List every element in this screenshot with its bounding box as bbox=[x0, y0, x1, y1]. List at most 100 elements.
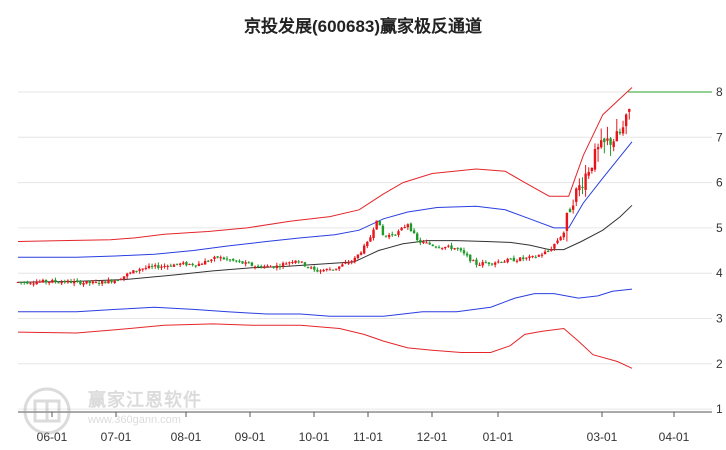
candle-body bbox=[378, 220, 381, 226]
candle-body bbox=[553, 243, 556, 249]
candle-body bbox=[266, 265, 269, 267]
candle-body bbox=[556, 240, 559, 244]
candle-body bbox=[397, 231, 400, 236]
candle-body bbox=[88, 280, 91, 284]
candle-body bbox=[231, 259, 235, 261]
candle-body bbox=[200, 263, 204, 265]
candle-body bbox=[431, 244, 434, 246]
candle-body bbox=[269, 266, 272, 268]
candle-body bbox=[331, 269, 335, 271]
candle-body bbox=[618, 131, 622, 134]
y-tick-label: 5 bbox=[716, 221, 723, 235]
candle-body bbox=[207, 260, 210, 262]
candle-body bbox=[69, 281, 73, 283]
candle-body bbox=[584, 173, 587, 190]
candle-body bbox=[247, 262, 250, 264]
x-tick-label: 10-01 bbox=[299, 430, 330, 444]
candle-body bbox=[615, 131, 618, 142]
y-tick-label: 7 bbox=[716, 130, 723, 144]
candle-body bbox=[113, 280, 116, 284]
candle-body bbox=[381, 225, 385, 236]
y-tick-label: 4 bbox=[716, 266, 723, 280]
candle-body bbox=[41, 279, 45, 283]
inner-upper-band bbox=[18, 141, 633, 258]
candle-body bbox=[54, 279, 57, 282]
candle-body bbox=[228, 259, 232, 261]
candle-body bbox=[359, 252, 363, 255]
candle-body bbox=[434, 246, 438, 248]
candle-body bbox=[531, 256, 534, 258]
candle-body bbox=[384, 235, 388, 237]
candle-body bbox=[213, 256, 216, 259]
candle-body bbox=[543, 251, 547, 255]
candle-body bbox=[278, 266, 282, 268]
candle-body bbox=[628, 108, 631, 112]
candle-body bbox=[72, 281, 76, 284]
candle-body bbox=[528, 256, 531, 259]
candle-body bbox=[29, 283, 32, 285]
candle-body bbox=[306, 266, 310, 268]
candle-body bbox=[203, 260, 207, 265]
chart-title: 京投发展(600683)赢家极反通道 bbox=[243, 17, 483, 36]
outer-lower-band bbox=[17, 323, 633, 369]
candle-body bbox=[328, 269, 332, 271]
candle-body bbox=[456, 247, 459, 249]
x-tick-label: 08-01 bbox=[171, 430, 202, 444]
candle-body bbox=[590, 167, 594, 171]
candle-body bbox=[135, 270, 138, 272]
candle-body bbox=[475, 259, 478, 265]
candle-body bbox=[197, 263, 201, 266]
candle-body bbox=[23, 282, 26, 284]
candle-body bbox=[272, 266, 275, 268]
candle-body bbox=[182, 262, 185, 264]
candle-body bbox=[481, 262, 484, 266]
candle-body bbox=[503, 261, 506, 263]
candle-body bbox=[51, 280, 54, 283]
candle-body bbox=[350, 261, 353, 263]
candle-body bbox=[44, 279, 48, 283]
watermark-name: 赢家江恩软件 bbox=[88, 390, 202, 411]
candle-body bbox=[593, 149, 597, 170]
candle-body bbox=[38, 281, 42, 283]
candle-body bbox=[119, 278, 123, 280]
candle-body bbox=[122, 276, 126, 279]
candle-body bbox=[166, 265, 169, 267]
x-tick-label: 09-01 bbox=[235, 430, 266, 444]
candle-body bbox=[612, 141, 615, 148]
y-tick-label: 6 bbox=[716, 176, 723, 190]
x-tick-label: 12-01 bbox=[417, 430, 448, 444]
x-tick-label: 06-01 bbox=[37, 430, 68, 444]
axis-layer: 1 2 3 4 5 6 7 8 06-01 07-01 08-01 09-01 10-01 11-01 12… bbox=[18, 85, 723, 444]
candle-body bbox=[509, 258, 512, 260]
candle-body bbox=[362, 245, 366, 254]
candle-body bbox=[291, 262, 294, 264]
candle-body bbox=[125, 273, 129, 277]
candle-body bbox=[57, 282, 60, 284]
candle-body bbox=[172, 264, 176, 267]
candle-body bbox=[609, 138, 612, 145]
candle-body bbox=[104, 281, 107, 284]
candle-body bbox=[281, 263, 285, 267]
candle-body bbox=[462, 250, 466, 254]
candle-body bbox=[406, 224, 410, 228]
candle-body bbox=[469, 254, 472, 262]
candle-body bbox=[412, 230, 416, 234]
candle-body bbox=[419, 239, 422, 243]
band-layer bbox=[17, 87, 712, 369]
x-tick-label: 03-01 bbox=[587, 430, 618, 444]
candle-body bbox=[82, 282, 85, 285]
candle-body bbox=[525, 257, 528, 259]
candle-body bbox=[506, 258, 509, 263]
y-tick-label: 2 bbox=[716, 357, 723, 371]
candle-body bbox=[219, 257, 222, 259]
candle-body bbox=[260, 266, 263, 268]
candle-body bbox=[216, 256, 219, 258]
candle-body bbox=[275, 265, 279, 268]
candle-body bbox=[225, 258, 229, 260]
candle-body bbox=[465, 253, 469, 256]
x-tick-label: 07-01 bbox=[101, 430, 132, 444]
candle-body bbox=[369, 237, 372, 242]
candle-body bbox=[60, 281, 63, 284]
candle-body bbox=[250, 262, 254, 266]
